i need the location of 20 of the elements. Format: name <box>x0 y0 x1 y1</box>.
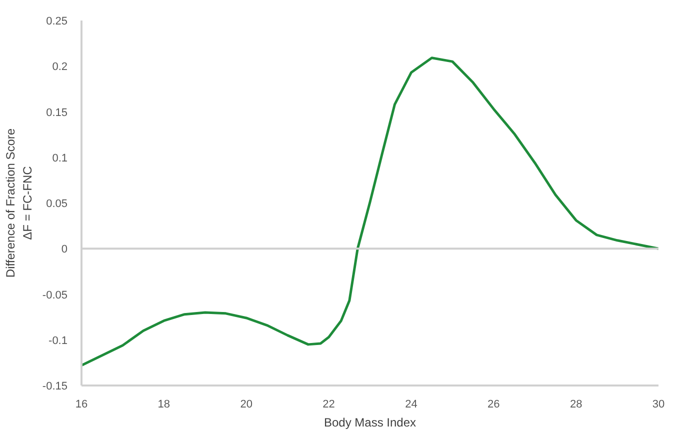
y-axis-title: Difference of Fraction Score ΔF = FC-FNC <box>4 128 34 278</box>
y-tick-label: 0.05 <box>46 198 68 210</box>
y-tick-label: 0.15 <box>46 106 68 119</box>
y-tick-label: 0.25 <box>46 16 68 28</box>
x-tick-label: 30 <box>652 398 665 410</box>
y-tick-label: 0 <box>61 244 68 256</box>
y-tick-label: -0.1 <box>48 334 68 347</box>
x-tick-label: 16 <box>75 398 88 410</box>
y-tick-label: -0.05 <box>42 289 68 302</box>
x-axis-title: Body Mass Index <box>324 416 416 430</box>
x-tick-label: 24 <box>405 398 418 410</box>
y-tick-label: 0.1 <box>52 152 68 164</box>
x-tick-label: 26 <box>488 398 500 410</box>
x-tick-label: 18 <box>158 398 170 410</box>
y-tick-label: 0.2 <box>52 61 68 74</box>
y-tick-label: -0.15 <box>42 380 68 392</box>
line-series <box>82 56 658 367</box>
x-tick-label: 28 <box>570 398 582 410</box>
x-tick-label: 22 <box>322 398 335 410</box>
x-tick-label: 20 <box>240 398 252 410</box>
